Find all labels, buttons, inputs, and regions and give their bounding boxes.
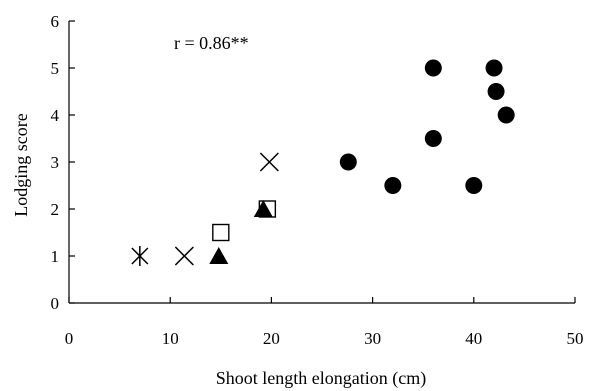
y-tick-label: 6 bbox=[51, 12, 60, 31]
x-tick-label: 40 bbox=[465, 329, 482, 348]
y-tick-label: 0 bbox=[51, 294, 60, 313]
x-tick-label: 20 bbox=[263, 329, 280, 348]
data-point-circle bbox=[384, 177, 402, 194]
y-tick-label: 2 bbox=[51, 200, 60, 219]
y-tick-label: 1 bbox=[51, 247, 60, 266]
data-point-circle bbox=[487, 83, 505, 100]
y-tick-label: 5 bbox=[51, 59, 60, 78]
data-point-circle bbox=[497, 106, 515, 124]
data-point-circle bbox=[424, 59, 442, 77]
x-tick-label: 30 bbox=[364, 329, 381, 348]
data-point-triangle bbox=[253, 200, 273, 217]
x-tick-label: 50 bbox=[567, 329, 584, 348]
data-points bbox=[131, 59, 515, 266]
data-point-cross bbox=[259, 152, 279, 172]
data-point-triangle bbox=[209, 247, 229, 264]
data-point-circle bbox=[339, 153, 357, 171]
data-point-circle bbox=[485, 59, 503, 77]
data-point-cross bbox=[174, 246, 194, 266]
data-point-asterisk bbox=[131, 246, 149, 266]
data-point-square bbox=[212, 223, 230, 242]
x-tick-label: 10 bbox=[162, 329, 179, 348]
y-axis-title: Lodging score bbox=[11, 113, 31, 216]
correlation-annotation: r = 0.86** bbox=[174, 33, 249, 53]
x-tick-label: 0 bbox=[65, 329, 74, 348]
ticks: 0 1 2 3 4 5 6 0 10 20 30 40 50 bbox=[51, 12, 584, 348]
x-axis-title: Shoot length elongation (cm) bbox=[216, 368, 426, 389]
y-tick-label: 3 bbox=[51, 153, 60, 172]
data-point-circle bbox=[465, 177, 483, 194]
data-point-circle bbox=[424, 130, 442, 147]
y-tick-label: 4 bbox=[51, 106, 60, 125]
